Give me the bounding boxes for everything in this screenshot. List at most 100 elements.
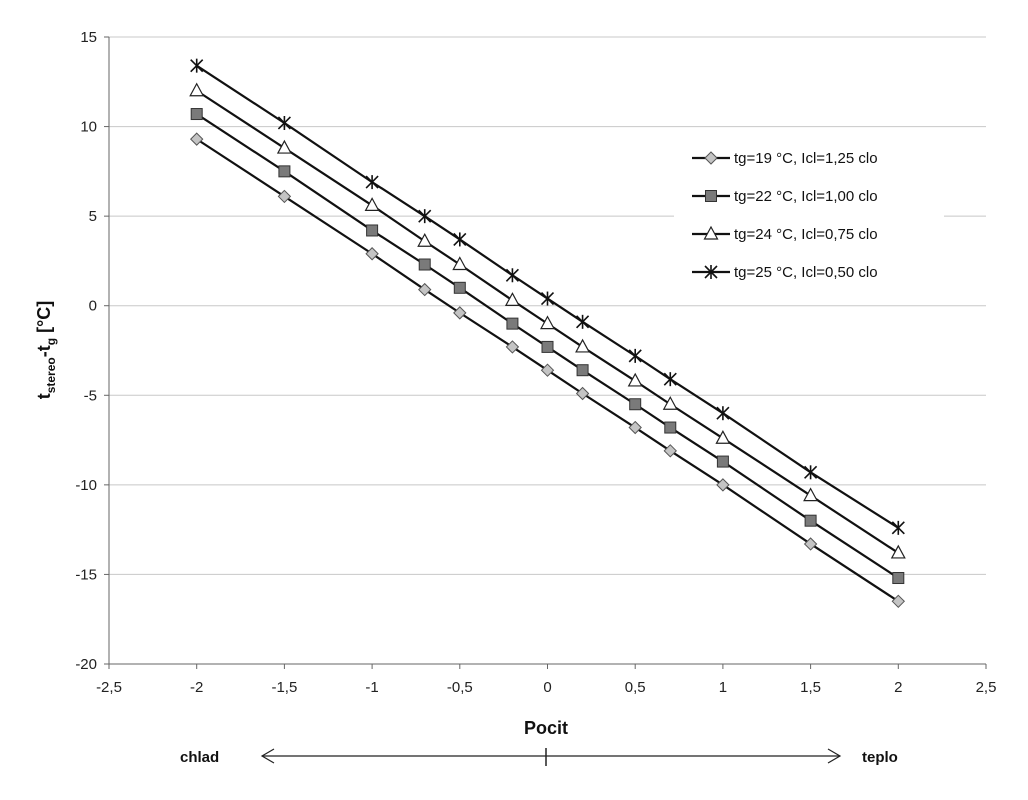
data-point-star xyxy=(804,465,818,480)
series-2 xyxy=(190,108,905,585)
legend-label: tg=22 °C, Icl=1,00 clo xyxy=(734,188,878,205)
data-point-triangle xyxy=(890,544,906,559)
data-point-square xyxy=(804,514,817,527)
series-3 xyxy=(189,82,906,559)
data-point-square xyxy=(453,281,466,294)
data-point-star xyxy=(628,348,642,363)
x-tick-label: -1 xyxy=(365,679,378,696)
x-axis-label: Pocit xyxy=(524,718,568,738)
annotation-left: chlad xyxy=(180,749,219,766)
x-tick-label: -2,5 xyxy=(96,679,122,696)
y-label-mid: -t xyxy=(34,345,54,357)
data-point-diamond xyxy=(663,444,677,458)
data-point-triangle xyxy=(364,197,380,211)
data-point-square xyxy=(541,340,554,353)
data-point-star xyxy=(453,232,467,247)
y-tick-label: 10 xyxy=(80,119,97,136)
legend-item: tg=25 °C, Icl=0,50 clo xyxy=(692,264,878,281)
data-point-square xyxy=(506,317,519,330)
data-point-diamond xyxy=(277,189,292,204)
data-point-square xyxy=(576,364,589,377)
x-tick-label: 1 xyxy=(719,679,727,696)
axes xyxy=(104,36,987,669)
data-point-triangle xyxy=(417,232,433,247)
x-tick-label: 2,5 xyxy=(976,679,997,696)
x-tick-labels: -2,5 -2 -1,5 -1 -0,5 0 0,5 1 1,5 2 2,5 xyxy=(96,679,996,696)
y-tick-label: 5 xyxy=(89,208,97,225)
data-point-diamond xyxy=(365,247,379,261)
grid-lines xyxy=(109,36,986,665)
data-point-star xyxy=(190,58,204,73)
x-tick-label: 1,5 xyxy=(800,679,821,696)
data-point-diamond xyxy=(628,420,642,435)
data-point-star xyxy=(891,520,905,535)
legend-background xyxy=(674,140,944,285)
data-point-diamond xyxy=(189,132,204,146)
series-1 xyxy=(189,132,906,609)
annotation-right: teplo xyxy=(862,749,898,766)
data-point-star xyxy=(663,372,677,387)
data-point-star xyxy=(540,291,555,306)
x-tick-label: -2 xyxy=(190,679,203,696)
legend-label: tg=24 °C, Icl=0,75 clo xyxy=(734,226,878,243)
data-point-triangle xyxy=(276,139,292,154)
y-tick-label: 0 xyxy=(89,298,97,315)
data-point-diamond xyxy=(418,282,432,297)
data-point-star xyxy=(576,314,590,329)
data-point-triangle xyxy=(504,292,520,306)
x-tick-label: 0,5 xyxy=(625,679,646,696)
data-point-triangle xyxy=(575,338,591,353)
data-point-square xyxy=(190,108,203,121)
x-tick-label: -0,5 xyxy=(447,679,473,696)
data-point-diamond xyxy=(575,386,590,401)
data-point-star xyxy=(505,268,519,283)
legend-label: tg=19 °C, Icl=1,25 clo xyxy=(734,150,878,167)
data-point-triangle xyxy=(715,430,731,444)
data-point-diamond xyxy=(540,363,555,377)
x-tick-label: 0 xyxy=(543,679,551,696)
data-point-square xyxy=(366,224,379,237)
y-label-main: t xyxy=(34,393,54,399)
direction-annotation: chlad teplo xyxy=(180,748,898,766)
data-point-square xyxy=(705,190,717,202)
y-tick-label: -20 xyxy=(75,656,97,673)
data-point-diamond xyxy=(453,306,467,320)
x-tick-label: -1,5 xyxy=(271,679,297,696)
y-tick-label: -15 xyxy=(75,566,97,583)
legend-item: tg=22 °C, Icl=1,00 clo xyxy=(692,188,878,205)
legend-item: tg=19 °C, Icl=1,25 clo xyxy=(692,150,878,167)
legend: tg=19 °C, Icl=1,25 clo tg=22 °C, Icl=1,00… xyxy=(674,140,944,285)
data-point-star xyxy=(277,115,291,130)
data-point-triangle xyxy=(803,487,819,502)
y-label-unit: [°C] xyxy=(34,301,54,338)
data-point-square xyxy=(664,421,677,434)
legend-label: tg=25 °C, Icl=0,50 clo xyxy=(734,264,878,281)
y-tick-label: -10 xyxy=(75,477,97,494)
data-point-diamond xyxy=(891,594,906,609)
y-label-sub1: stereo xyxy=(44,357,58,393)
data-point-star xyxy=(704,265,718,279)
data-point-triangle xyxy=(703,225,719,240)
arrow-right-icon xyxy=(827,748,842,764)
data-point-square xyxy=(629,398,642,411)
y-label-sub2: g xyxy=(44,338,58,345)
data-point-square xyxy=(716,455,729,468)
x-tick-label: 2 xyxy=(894,679,902,696)
legend-item: tg=24 °C, Icl=0,75 clo xyxy=(692,225,878,243)
data-point-triangle xyxy=(627,372,643,387)
data-point-diamond xyxy=(803,537,818,551)
data-point-square xyxy=(278,165,291,178)
data-point-triangle xyxy=(539,315,556,330)
data-point-diamond xyxy=(716,478,730,492)
data-point-star xyxy=(418,209,432,224)
series-group xyxy=(189,58,906,609)
y-tick-labels: 15 10 5 0 -5 -10 -15 -20 xyxy=(75,29,97,673)
y-tick-label: 15 xyxy=(80,29,97,46)
data-point-diamond xyxy=(704,151,718,165)
y-axis-label: tstereo-tg [°C] xyxy=(34,301,58,400)
data-point-star xyxy=(365,175,379,190)
data-point-triangle xyxy=(189,82,205,97)
data-point-star xyxy=(716,406,730,421)
data-point-square xyxy=(418,258,431,271)
